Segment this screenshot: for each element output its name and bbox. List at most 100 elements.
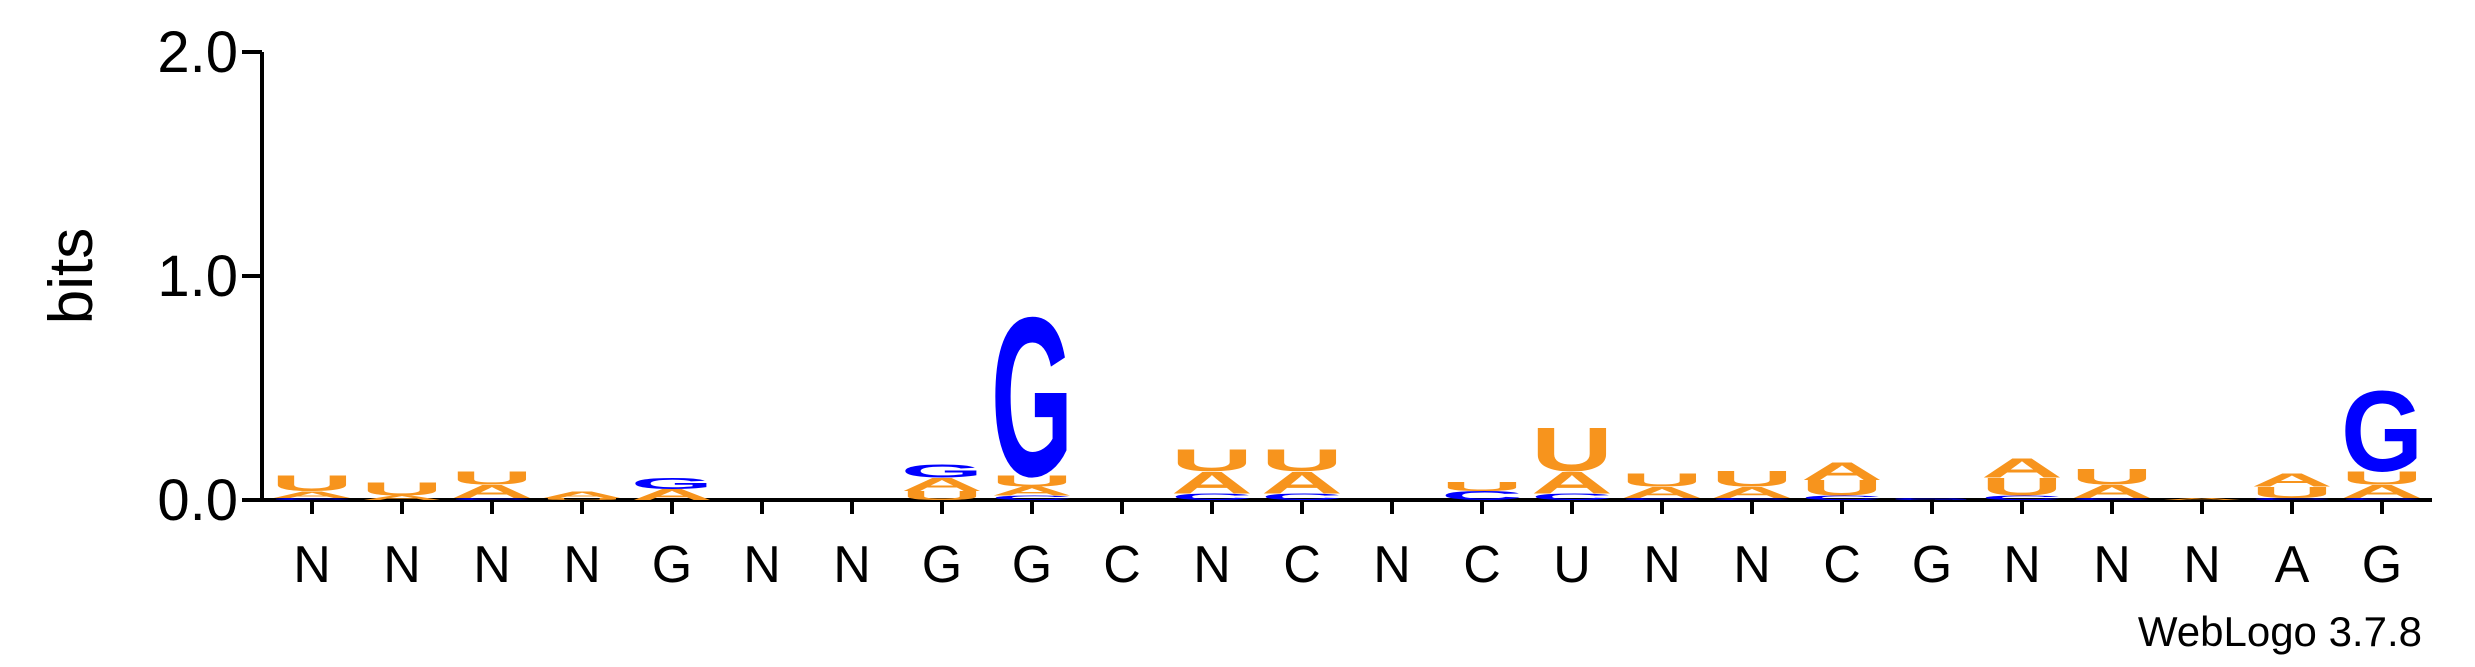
letter-group: A bbox=[541, 489, 623, 499]
logo-letter: U bbox=[271, 472, 353, 496]
x-tick-label: G bbox=[2362, 536, 2402, 594]
letter-group: U bbox=[2251, 484, 2333, 501]
letter-group: G bbox=[2341, 368, 2423, 496]
x-tick-label: N bbox=[1373, 536, 1411, 594]
x-tick-label: G bbox=[922, 536, 962, 594]
x-tick-label: C bbox=[1463, 536, 1501, 594]
logo-letter: C bbox=[271, 497, 353, 500]
logo-letter: C bbox=[1171, 492, 1253, 502]
letter-group: A bbox=[1981, 452, 2063, 483]
x-tick-label: C bbox=[1823, 536, 1861, 594]
letter-group: U bbox=[991, 473, 1073, 490]
logo-letter: U bbox=[2251, 484, 2333, 501]
letter-group: C bbox=[271, 497, 353, 500]
letter-group: U bbox=[1711, 467, 1793, 491]
letter-group: C bbox=[1441, 489, 1523, 503]
logo-letter: A bbox=[271, 489, 353, 499]
logo-letter: G bbox=[991, 270, 1073, 524]
x-tick-label: N bbox=[1193, 536, 1231, 594]
logo-letter: A bbox=[991, 484, 1073, 498]
logo-letter: U bbox=[541, 497, 623, 500]
logo-letter: A bbox=[2161, 497, 2243, 500]
letter-group: U bbox=[1441, 480, 1523, 494]
logo-letter: A bbox=[901, 474, 983, 495]
x-tick-label: N bbox=[2183, 536, 2221, 594]
logo-letter: A bbox=[1171, 465, 1253, 500]
x-tick-label: N bbox=[1733, 536, 1771, 594]
y-tick-label: 1.0 bbox=[157, 244, 238, 309]
logo-letter: A bbox=[1801, 458, 1883, 486]
letter-group: C bbox=[451, 497, 533, 500]
letter-group: A bbox=[2071, 481, 2153, 502]
logo-letter: G bbox=[2341, 368, 2423, 496]
logo-letter: U bbox=[2341, 468, 2423, 489]
logo-letter: A bbox=[1531, 465, 1613, 500]
letter-group: C bbox=[2251, 497, 2333, 500]
x-tick-label: N bbox=[833, 536, 871, 594]
letter-group: U bbox=[1621, 470, 1703, 491]
x-tick-label: C bbox=[1283, 536, 1321, 594]
logo-letter: C bbox=[991, 494, 1073, 501]
logo-letter: C bbox=[2251, 497, 2333, 500]
logo-letter: A bbox=[361, 494, 443, 501]
logo-letter: A bbox=[541, 489, 623, 499]
letter-group: A bbox=[1531, 465, 1613, 500]
letter-group: A bbox=[2251, 470, 2333, 491]
letter-group: U bbox=[901, 489, 983, 503]
letter-group: U bbox=[451, 468, 533, 489]
letter-group: A bbox=[901, 474, 983, 495]
logo-letter: U bbox=[991, 473, 1073, 490]
logo-letter: U bbox=[1531, 415, 1613, 484]
logo-letter: U bbox=[1801, 476, 1883, 500]
letter-group: U bbox=[1261, 443, 1343, 478]
letter-group: G bbox=[1891, 497, 1973, 500]
letter-group: C bbox=[1711, 497, 1793, 500]
x-tick-label: G bbox=[1012, 536, 1052, 594]
letter-group: U bbox=[271, 472, 353, 496]
logo-letter: U bbox=[1261, 443, 1343, 478]
letter-group: A bbox=[631, 486, 713, 503]
x-tick-label: U bbox=[1553, 536, 1591, 594]
logo-letter: G bbox=[631, 475, 713, 492]
logo-letter: U bbox=[1981, 473, 2063, 501]
x-tick-label: N bbox=[2003, 536, 2041, 594]
letter-group: A bbox=[1171, 465, 1253, 500]
letter-group: U bbox=[2341, 468, 2423, 489]
letter-group: A bbox=[2341, 481, 2423, 502]
x-tick-label: C bbox=[1103, 536, 1141, 594]
letter-group: U bbox=[2071, 465, 2153, 489]
letter-group: C bbox=[1531, 492, 1613, 502]
x-tick-label: N bbox=[383, 536, 421, 594]
letter-group: C bbox=[1981, 494, 2063, 501]
logo-letter: A bbox=[451, 481, 533, 502]
letter-group: U bbox=[541, 497, 623, 500]
logo-letter: C bbox=[1441, 489, 1523, 503]
letter-group: A bbox=[271, 489, 353, 499]
letter-group: C bbox=[1801, 494, 1883, 501]
letter-group: C bbox=[991, 494, 1073, 501]
x-tick-label: G bbox=[1912, 536, 1952, 594]
letter-group: G bbox=[901, 461, 983, 482]
logo-letter: C bbox=[1711, 497, 1793, 500]
letter-group: C bbox=[2341, 497, 2423, 500]
x-tick-label: N bbox=[563, 536, 601, 594]
letter-group: U bbox=[1531, 415, 1613, 484]
logo-letter: U bbox=[901, 489, 983, 503]
y-tick-label: 2.0 bbox=[157, 20, 238, 85]
logo-letter: G bbox=[901, 461, 983, 482]
logo-letter: C bbox=[1261, 492, 1343, 502]
letter-group: C bbox=[1171, 492, 1253, 502]
logo-letter: A bbox=[1711, 484, 1793, 501]
logo-letter: A bbox=[2251, 470, 2333, 491]
logo-letter: C bbox=[451, 497, 533, 500]
letter-group: A bbox=[1261, 465, 1343, 500]
logo-letter: C bbox=[2071, 497, 2153, 500]
letter-group: A bbox=[991, 484, 1073, 498]
footer: WebLogo 3.7.8 bbox=[2138, 608, 2422, 655]
x-tick-label: N bbox=[743, 536, 781, 594]
letter-group: U bbox=[1171, 443, 1253, 478]
logo-letter: C bbox=[1981, 494, 2063, 501]
x-tick-label: N bbox=[1643, 536, 1681, 594]
